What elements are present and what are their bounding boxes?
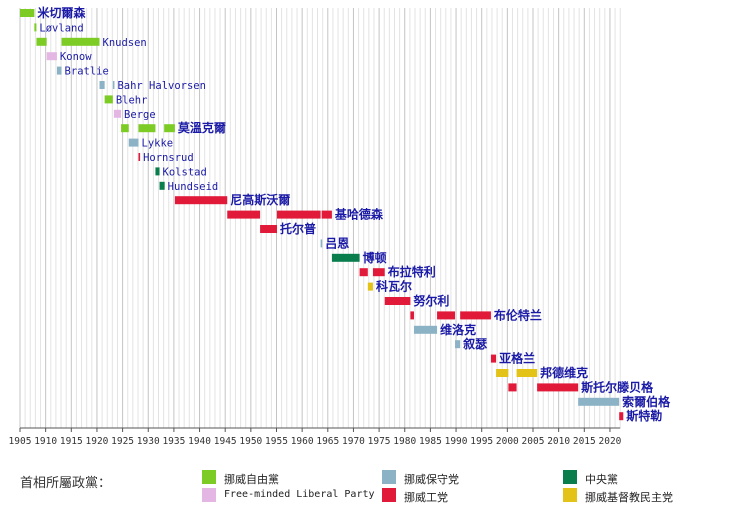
x-tick-label: 2005 xyxy=(522,436,545,447)
pm-label: 米切爾森 xyxy=(37,5,86,20)
pm-label: 科瓦尔 xyxy=(376,279,412,294)
term-bar xyxy=(20,9,35,17)
x-tick-label: 2000 xyxy=(496,436,519,447)
x-tick-label: 2010 xyxy=(547,436,570,447)
x-tick-label: 1930 xyxy=(137,436,160,447)
x-tick-label: 1905 xyxy=(9,436,32,447)
year-gridlines xyxy=(19,8,621,428)
pm-label: Hundseid xyxy=(168,181,219,193)
pm-label: Berge xyxy=(124,109,156,121)
term-bar xyxy=(437,311,456,320)
pm-labels: 米切爾森 Løvland Knudsen Konow Bratlie Bahr Halvo… xyxy=(37,5,671,423)
x-tick-label: 1935 xyxy=(162,436,185,447)
pm-label: 布伦特兰 xyxy=(494,307,542,322)
pm-label: Blehr xyxy=(116,94,148,106)
pm-label: 维洛克 xyxy=(440,322,476,337)
term-bar xyxy=(164,124,175,133)
pm-label: 索爾伯格 xyxy=(622,394,671,409)
pm-label: Knudsen xyxy=(103,37,147,49)
pm-label: Hornsrud xyxy=(143,152,194,164)
pm-label: 布拉特利 xyxy=(388,264,436,279)
term-bar xyxy=(277,210,321,219)
term-bar xyxy=(619,412,624,421)
term-bar xyxy=(537,383,579,392)
x-tick-label: 1965 xyxy=(316,436,339,447)
x-tick-label: 1915 xyxy=(60,436,83,447)
term-bar xyxy=(104,95,113,104)
term-bar xyxy=(155,167,160,176)
x-tick-label: 1925 xyxy=(111,436,134,447)
term-bar xyxy=(410,311,414,320)
x-tick-label: 1910 xyxy=(34,436,57,447)
pm-label: 吕恩 xyxy=(325,235,349,250)
term-bar xyxy=(367,282,373,291)
term-bar xyxy=(112,81,115,89)
x-tick-label: 1950 xyxy=(239,436,262,447)
term-bar xyxy=(128,138,139,147)
term-bar xyxy=(34,23,37,32)
term-bar xyxy=(460,311,491,320)
term-bar xyxy=(138,153,141,161)
term-bar xyxy=(61,37,100,46)
term-bar xyxy=(227,210,261,219)
x-tick-label: 1945 xyxy=(214,436,237,447)
pm-label: 叙瑟 xyxy=(462,336,487,351)
term-bar xyxy=(372,268,385,277)
x-tick-label: 1985 xyxy=(419,436,442,447)
term-bar xyxy=(413,325,438,334)
x-tick-label: 1920 xyxy=(86,436,109,447)
term-bar xyxy=(159,181,165,190)
pm-label: 基哈德森 xyxy=(334,207,384,222)
term-bar xyxy=(359,268,368,277)
pm-label: Lykke xyxy=(142,138,174,150)
pm-label: Løvland xyxy=(39,22,83,34)
term-bar xyxy=(321,210,332,219)
pm-label: Bratlie xyxy=(65,66,109,78)
term-bars xyxy=(20,9,624,421)
x-tick-label: 1970 xyxy=(342,436,365,447)
pm-label: Kolstad xyxy=(163,166,207,178)
x-tick-label: 2020 xyxy=(599,436,622,447)
x-tick-label: 1960 xyxy=(291,436,314,447)
term-bar xyxy=(496,369,509,377)
pm-label: Konow xyxy=(60,51,92,63)
term-bar xyxy=(331,253,360,262)
pm-label: Bahr Halvorsen xyxy=(117,80,206,92)
pm-label: 邦德维克 xyxy=(540,365,588,380)
x-tick-label: 1955 xyxy=(265,436,288,447)
pm-label: 亚格兰 xyxy=(499,351,535,366)
pm-label: 尼高斯沃爾 xyxy=(230,192,290,207)
pm-label: 斯托尔滕贝格 xyxy=(581,379,654,394)
pm-label: 斯特勒 xyxy=(626,408,662,423)
pm-label: 莫溫克爾 xyxy=(178,120,226,135)
term-bar xyxy=(56,66,62,75)
x-tick-label: 2015 xyxy=(573,436,596,447)
term-bar xyxy=(578,397,620,406)
pm-label: 博顿 xyxy=(363,250,387,265)
term-bar xyxy=(121,124,129,133)
x-tick-label: 1990 xyxy=(445,436,468,447)
term-bar xyxy=(46,52,57,61)
term-bar xyxy=(490,354,497,363)
term-bar xyxy=(113,109,122,118)
x-tick-label: 1995 xyxy=(470,436,493,447)
term-bar xyxy=(508,383,517,392)
term-bar xyxy=(384,297,411,305)
term-bar xyxy=(320,239,323,248)
pm-label: 努尔利 xyxy=(413,293,449,308)
term-bar xyxy=(36,37,47,46)
term-bar xyxy=(516,369,538,377)
term-bar xyxy=(174,196,228,205)
term-bar xyxy=(138,124,156,133)
x-tick-label: 1975 xyxy=(368,436,391,447)
term-bar xyxy=(260,225,278,233)
x-tick-label: 1980 xyxy=(393,436,416,447)
term-bar xyxy=(455,340,461,349)
term-bar xyxy=(99,81,105,89)
pm-label: 托尔普 xyxy=(280,221,316,236)
x-tick-label: 1940 xyxy=(188,436,211,447)
x-axis: 1905 1910 1915 1920 1925 1930 1935 1940 1945 1950… xyxy=(9,427,622,447)
